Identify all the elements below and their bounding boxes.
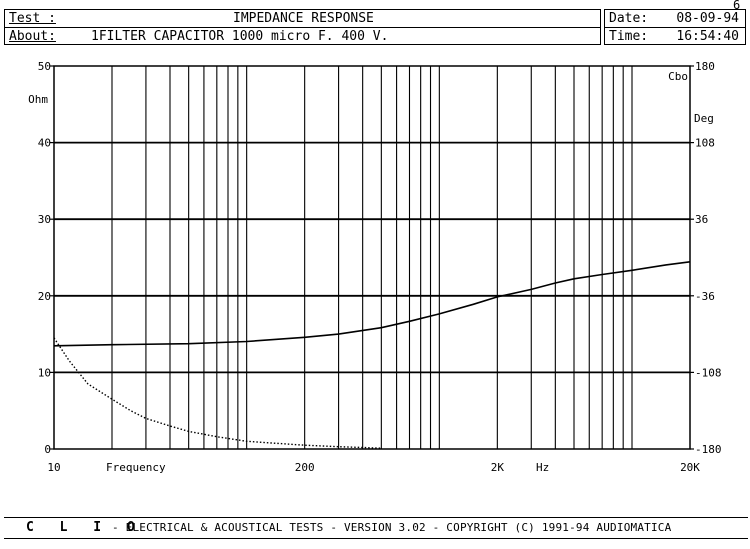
x-tick-label: 2K [491,461,505,474]
y-right-tick-label: 36 [695,213,708,226]
y-right-tick-label: 108 [695,137,715,150]
y-tick-label: 10 [38,366,51,379]
y-tick-label: 0 [44,443,51,456]
x-unit-label: Hz [536,461,549,474]
y-right-tick-label: -180 [695,443,722,456]
time-label: Time: [609,29,649,44]
minor-grid [111,66,633,449]
y-right-corner-label: Cbo [668,70,688,83]
plot-frame [53,65,691,450]
y-right-axis-label: Deg [694,112,714,125]
y-axis-label: Ohm [28,93,48,106]
about-value: 1FILTER CAPACITOR 1000 micro F. 400 V. [91,29,389,44]
y-tick-label: 40 [38,137,51,150]
x-tick-label: 10 [47,461,60,474]
y-right-tick-label: -36 [695,290,715,303]
test-value: IMPEDANCE RESPONSE [233,11,374,26]
test-label: Test : [9,11,56,26]
footer-brand: C L I O [26,520,144,535]
y-tick-label: 50 [38,60,51,73]
y-tick-label: 20 [38,290,51,303]
x-tick-label: 20K [680,461,700,474]
x-tick-label: 200 [295,461,315,474]
y-right-tick-label: -108 [695,366,722,379]
x-axis-label: Frequency [106,461,166,474]
about-label: About: [9,29,56,44]
time-value: 16:54:40 [676,29,739,44]
series-layer [53,261,691,449]
axis-labels: 0 10 20 30 40 50 180 108 36 -36 -108 -180 10 200 2K 20K… [28,60,721,474]
header-right-box: Date: 08-09-94 Time: 16:54:40 [604,9,746,45]
footer-text: - ELECTRICAL & ACOUSTICAL TESTS - VERSIO… [112,521,672,534]
page-number: 6 [733,0,741,12]
major-grid [54,141,690,374]
date-value: 08-09-94 [676,11,739,26]
magnitude-curve [53,337,382,449]
phase-curve [53,261,691,347]
date-label: Date: [609,11,649,26]
y-tick-label: 30 [38,213,51,226]
footer-bar: C L I O - ELECTRICAL & ACOUSTICAL TESTS … [4,517,748,539]
axis-ticks [50,65,694,450]
header-left-box: Test : IMPEDANCE RESPONSE About: 1FILTER… [4,9,601,45]
y-right-tick-label: 180 [695,60,715,73]
